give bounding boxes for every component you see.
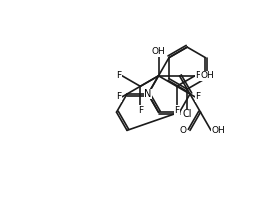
Text: F: F [195, 71, 200, 80]
Text: OH: OH [211, 126, 225, 135]
Text: F: F [138, 106, 143, 115]
Text: F: F [117, 71, 122, 80]
Text: F: F [174, 106, 179, 115]
Text: OH: OH [152, 47, 165, 56]
Text: OH: OH [201, 71, 214, 80]
Text: Cl: Cl [183, 109, 192, 119]
Text: N: N [144, 89, 152, 99]
Text: O: O [180, 126, 187, 135]
Text: F: F [195, 92, 200, 101]
Text: F: F [117, 92, 122, 101]
